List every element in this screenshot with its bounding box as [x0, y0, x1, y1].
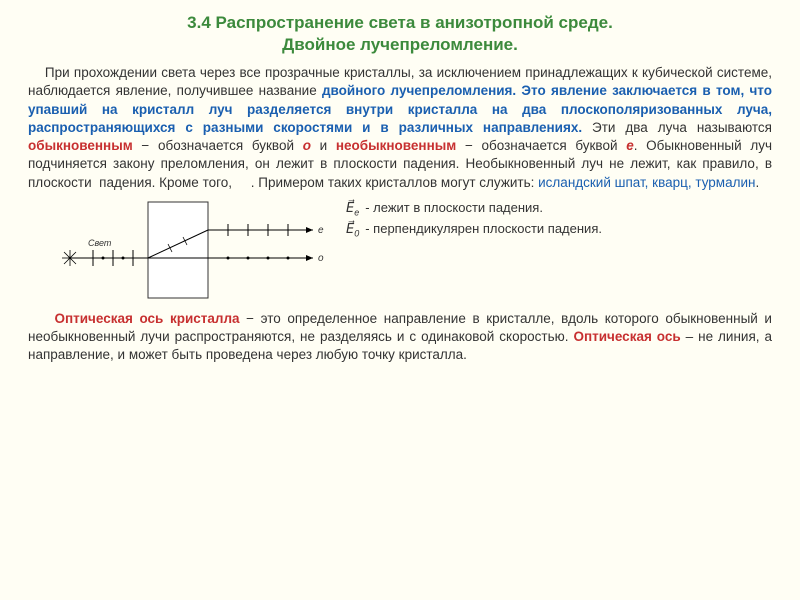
- p1-end: .: [755, 175, 759, 190]
- p1-extra: необыкновенным: [336, 138, 456, 153]
- p1-cont4: − обозначается буквой: [456, 138, 626, 153]
- paragraph-2: Оптическая ось кристалла − это определен…: [28, 310, 772, 365]
- title-line1: 3.4 Распространение света в анизотропной…: [187, 13, 613, 32]
- p1-e: е: [626, 138, 634, 153]
- title-line2: Двойное лучепреломление.: [282, 35, 518, 54]
- p1-examples: исландский шпат, кварц, турмалин: [538, 175, 755, 190]
- diagram-legend: E⃗e - лежит в плоскости падения. E⃗0 - п…: [346, 200, 602, 243]
- legend-o-row: E⃗0 - перпендикулярен плоскости падения.: [346, 221, 602, 240]
- p1-cont3: и: [311, 138, 336, 153]
- p2-term: Оптическая ось кристалла: [54, 311, 239, 326]
- p1-cont2: − обозначается буквой: [133, 138, 303, 153]
- o-label: o: [318, 253, 324, 264]
- legend-e-text: - лежит в плоскости падения.: [365, 200, 543, 217]
- section-title: 3.4 Распространение света в анизотропной…: [28, 12, 772, 56]
- paragraph-1: При прохождении света через все прозрачн…: [28, 64, 772, 192]
- birefringence-diagram: Свет e o: [58, 200, 328, 300]
- light-label: Свет: [88, 238, 112, 248]
- diagram-row: Свет e o: [58, 200, 772, 300]
- p1-ord: обыкновенным: [28, 138, 133, 153]
- legend-e-sym: E⃗e: [346, 200, 359, 219]
- legend-e-row: E⃗e - лежит в плоскости падения.: [346, 200, 602, 219]
- legend-o-text: - перпендикулярен плоскости падения.: [365, 221, 602, 238]
- p1-o: о: [303, 138, 311, 153]
- e-label: e: [318, 225, 324, 236]
- legend-o-sym: E⃗0: [346, 221, 359, 240]
- p2-term2: Оптическая ось: [573, 329, 680, 344]
- p1-cont1: Эти два луча называются: [582, 120, 772, 135]
